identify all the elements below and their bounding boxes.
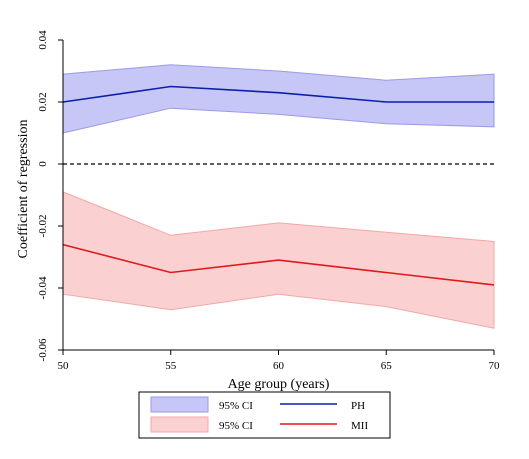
legend-label-ci-mii: 95% CI	[219, 420, 253, 432]
x-axis-title: Age group (years)	[228, 377, 330, 392]
legend-swatch-ci-mii	[150, 416, 209, 433]
axes: 0.04 0.02 0 -0.02 -0.04 -0.06 50 55 60 65 70	[37, 30, 500, 372]
legend: 95% CI PH 95% CI MII	[138, 391, 391, 439]
legend-swatch-ci-ph	[150, 396, 209, 413]
y-tick-label: 0.04	[37, 30, 49, 50]
series-line-mii	[62, 243, 495, 286]
legend-label-mii: MII	[351, 420, 368, 432]
x-tick-label: 70	[489, 360, 501, 372]
x-tick-label: 60	[273, 360, 285, 372]
legend-label-ph: PH	[351, 400, 365, 412]
y-tick-label: -0.04	[37, 276, 49, 299]
legend-label-ci-ph: 95% CI	[219, 400, 253, 412]
series-line-ph	[62, 85, 494, 103]
x-tick-label: 55	[165, 360, 177, 372]
y-tick-label: -0.02	[37, 215, 49, 238]
series-lines	[62, 85, 495, 286]
y-tick-label: 0	[37, 161, 49, 167]
y-tick-label: 0.02	[37, 92, 49, 111]
x-tick-label: 50	[58, 360, 70, 372]
ci-bands	[62, 64, 495, 329]
ci-band-ph	[62, 64, 495, 134]
y-tick-label: -0.06	[37, 338, 49, 361]
x-tick-label: 65	[381, 360, 393, 372]
y-axis-title: Coefficient of regression	[16, 120, 31, 259]
